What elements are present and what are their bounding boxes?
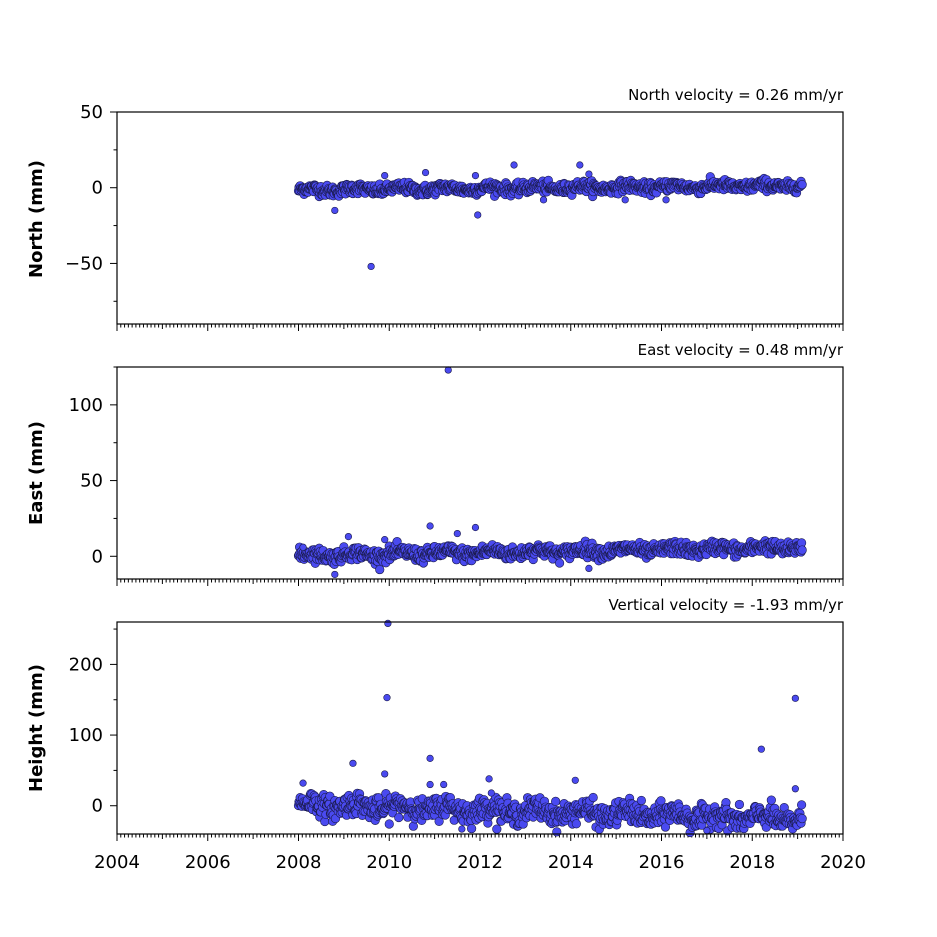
east-axes-frame (116, 366, 844, 580)
outlier-point (349, 759, 357, 767)
outlier-point (576, 161, 584, 169)
y-tick-label: 0 (92, 546, 103, 567)
outlier-point (458, 825, 466, 833)
outlier-point (474, 211, 482, 219)
height-points (293, 619, 807, 838)
data-point (571, 819, 581, 829)
y-tick-label: −50 (65, 253, 103, 274)
x-tick-label: 2018 (729, 852, 775, 873)
y-tick-label: 50 (80, 471, 103, 492)
outlier-point (299, 543, 307, 551)
outlier-point (757, 745, 765, 753)
north-panel: North velocity = 0.26 mm/yr North (mm) −… (26, 86, 844, 331)
outlier-point (421, 168, 430, 177)
data-point (797, 179, 807, 190)
outlier-point (440, 780, 448, 789)
data-point (554, 558, 565, 568)
data-point (492, 824, 502, 834)
east-panel: East velocity = 0.48 mm/yr East (mm) 0 50… (26, 341, 844, 586)
outlier-point (384, 619, 392, 628)
data-point (552, 827, 562, 837)
outlier-point (444, 366, 452, 374)
y-tick-label: 100 (69, 725, 103, 746)
north-velocity-label: North velocity = 0.26 mm/yr (628, 86, 844, 104)
outlier-point (791, 694, 799, 702)
north-points (293, 161, 807, 271)
outlier-point (381, 770, 389, 778)
data-point (551, 796, 561, 807)
outlier-point (453, 529, 461, 538)
x-tick-label: 2006 (185, 852, 231, 873)
east-y-axis-label: East (mm) (26, 421, 47, 525)
outlier-point (299, 779, 307, 787)
y-tick-label: 50 (80, 102, 103, 123)
x-tick-label: 2008 (276, 852, 322, 873)
east-points (293, 366, 807, 579)
outlier-point (471, 523, 480, 532)
outlier-point (487, 789, 495, 797)
outlier-point (539, 196, 548, 204)
outlier-point (381, 172, 389, 180)
data-point (384, 819, 394, 829)
north-ticks: −50 0 50 (65, 102, 844, 331)
outlier-point (621, 196, 629, 204)
outlier-point (383, 694, 391, 702)
outlier-point (426, 522, 434, 530)
outlier-point (585, 170, 593, 178)
outlier-point (331, 570, 339, 579)
data-point (394, 812, 404, 823)
outlier-point (510, 161, 518, 169)
outlier-point (662, 196, 670, 204)
height-panel: Vertical velocity = -1.93 mm/yr Height (… (26, 596, 866, 873)
outlier-point (471, 172, 480, 180)
data-point (766, 795, 776, 805)
vertical-velocity-label: Vertical velocity = -1.93 mm/yr (608, 596, 843, 614)
outlier-point (703, 826, 711, 835)
y-tick-label: 100 (69, 395, 103, 416)
height-y-axis-label: Height (mm) (26, 664, 47, 792)
y-tick-label: 200 (69, 654, 103, 675)
outlier-point (426, 780, 434, 789)
outlier-point (485, 775, 493, 783)
outlier-point (344, 532, 353, 541)
east-velocity-label: East velocity = 0.48 mm/yr (638, 341, 844, 359)
x-tick-label: 2016 (639, 852, 685, 873)
x-tick-label: 2014 (548, 852, 594, 873)
y-tick-label: 0 (92, 796, 103, 817)
data-point (636, 795, 646, 806)
height-ticks: 2004 2006 2008 2010 2012 2014 2016 2018 2020 0 100… (69, 628, 866, 873)
data-point (375, 564, 385, 575)
x-tick-label: 2004 (94, 852, 140, 873)
data-point (734, 799, 745, 810)
data-point (797, 545, 807, 555)
outlier-point (585, 564, 593, 573)
x-tick-label: 2010 (366, 852, 412, 873)
x-tick-label: 2012 (457, 852, 503, 873)
x-tick-label: 2020 (820, 852, 866, 873)
north-y-axis-label: North (mm) (26, 160, 47, 278)
data-point (588, 792, 598, 803)
outlier-point (331, 206, 339, 215)
north-axes-frame (116, 111, 844, 325)
outlier-point (381, 536, 389, 544)
outlier-point (426, 754, 434, 762)
data-point (796, 800, 807, 810)
y-tick-label: 0 (92, 178, 103, 199)
data-point (467, 823, 477, 834)
data-point (797, 813, 807, 824)
outlier-point (791, 785, 799, 793)
outlier-point (367, 262, 375, 271)
outlier-point (571, 776, 579, 784)
